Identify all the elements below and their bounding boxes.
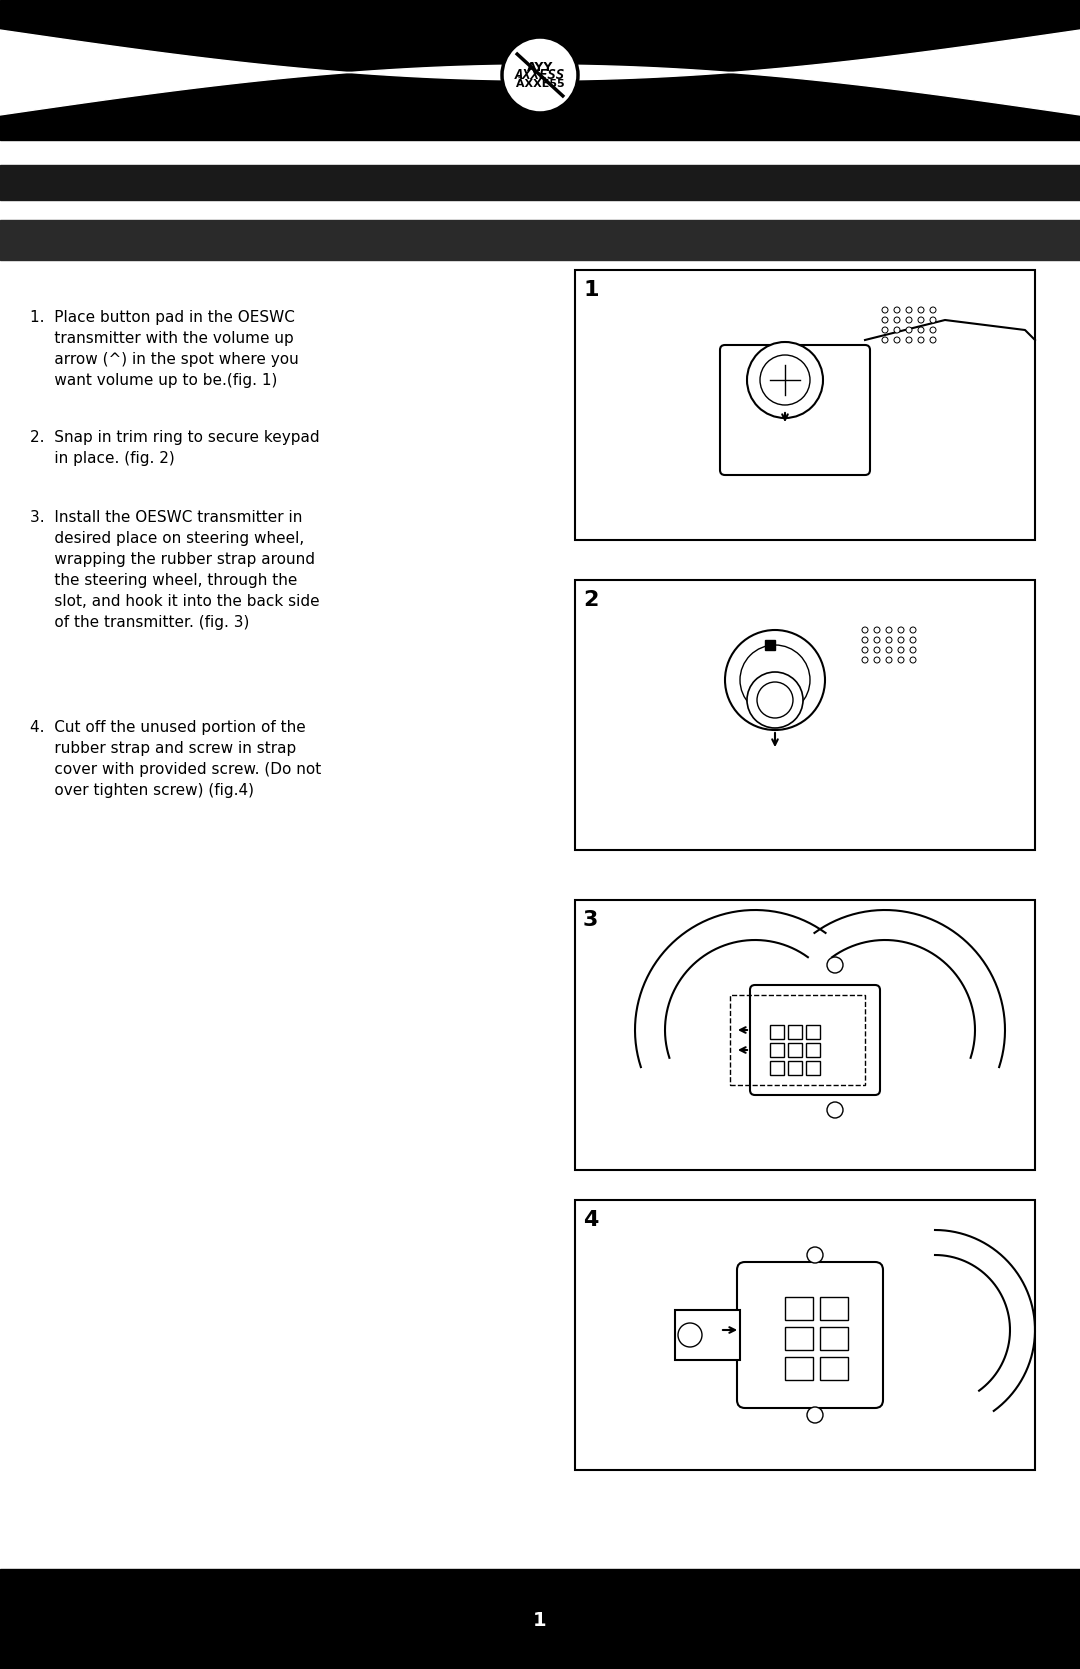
Text: 3: 3 xyxy=(583,910,598,930)
Bar xyxy=(806,1061,820,1075)
Bar xyxy=(770,1025,784,1040)
Bar xyxy=(806,1025,820,1040)
Bar xyxy=(806,1043,820,1056)
Circle shape xyxy=(910,648,916,653)
Bar xyxy=(765,639,775,649)
Text: ÄXXE55: ÄXXE55 xyxy=(515,78,565,88)
Bar xyxy=(0,165,1080,200)
Circle shape xyxy=(862,648,868,653)
Circle shape xyxy=(906,337,912,344)
FancyBboxPatch shape xyxy=(737,1262,883,1409)
Bar xyxy=(575,270,1035,541)
Circle shape xyxy=(862,638,868,643)
Text: AXXESS: AXXESS xyxy=(515,68,565,82)
Bar xyxy=(785,1297,813,1320)
Circle shape xyxy=(930,337,936,344)
Circle shape xyxy=(906,317,912,324)
Circle shape xyxy=(930,307,936,314)
Circle shape xyxy=(886,658,892,663)
Circle shape xyxy=(886,628,892,633)
Bar xyxy=(730,995,865,1085)
Circle shape xyxy=(502,37,578,113)
Bar xyxy=(0,1569,1080,1669)
Circle shape xyxy=(740,644,810,714)
Circle shape xyxy=(918,307,924,314)
Text: Mounting The RFASWC Transmitter: Mounting The RFASWC Transmitter xyxy=(30,275,415,294)
Bar xyxy=(575,900,1035,1170)
Circle shape xyxy=(725,629,825,729)
Circle shape xyxy=(897,658,904,663)
Text: 2: 2 xyxy=(583,591,598,609)
Circle shape xyxy=(827,956,843,973)
Circle shape xyxy=(882,337,888,344)
Text: 4.  Cut off the unused portion of the
     rubber strap and screw in strap
     : 4. Cut off the unused portion of the rub… xyxy=(30,719,321,798)
Bar xyxy=(788,1025,802,1040)
Circle shape xyxy=(918,337,924,344)
Bar xyxy=(675,1310,740,1360)
Bar xyxy=(785,1327,813,1350)
Circle shape xyxy=(897,638,904,643)
Circle shape xyxy=(760,355,810,406)
Circle shape xyxy=(807,1407,823,1424)
Text: 4: 4 xyxy=(583,1210,598,1230)
Circle shape xyxy=(882,307,888,314)
Circle shape xyxy=(874,658,880,663)
Polygon shape xyxy=(0,30,1080,115)
Bar xyxy=(770,1061,784,1075)
Text: 1.  Place button pad in the OESWC
     transmitter with the volume up
     arrow: 1. Place button pad in the OESWC transmi… xyxy=(30,310,299,387)
Circle shape xyxy=(906,327,912,334)
Bar xyxy=(785,1357,813,1380)
FancyBboxPatch shape xyxy=(750,985,880,1095)
Circle shape xyxy=(897,648,904,653)
Circle shape xyxy=(882,317,888,324)
Circle shape xyxy=(918,317,924,324)
FancyBboxPatch shape xyxy=(720,345,870,476)
Circle shape xyxy=(678,1324,702,1347)
Bar xyxy=(820,1327,848,1350)
Circle shape xyxy=(747,342,823,417)
Circle shape xyxy=(862,658,868,663)
Text: 3.  Install the OESWC transmitter in
     desired place on steering wheel,
     : 3. Install the OESWC transmitter in desi… xyxy=(30,511,320,629)
Circle shape xyxy=(874,648,880,653)
Text: 1: 1 xyxy=(583,280,598,300)
Circle shape xyxy=(757,683,793,718)
Bar xyxy=(575,1200,1035,1470)
Circle shape xyxy=(894,337,900,344)
Circle shape xyxy=(910,628,916,633)
Circle shape xyxy=(882,327,888,334)
Circle shape xyxy=(910,658,916,663)
Bar xyxy=(820,1357,848,1380)
Circle shape xyxy=(894,307,900,314)
Bar xyxy=(0,220,1080,260)
Circle shape xyxy=(862,628,868,633)
Circle shape xyxy=(897,628,904,633)
Circle shape xyxy=(930,327,936,334)
Circle shape xyxy=(886,648,892,653)
Circle shape xyxy=(874,638,880,643)
Circle shape xyxy=(910,638,916,643)
Circle shape xyxy=(930,317,936,324)
Text: 1: 1 xyxy=(534,1611,546,1629)
Bar xyxy=(788,1061,802,1075)
Circle shape xyxy=(906,307,912,314)
Circle shape xyxy=(827,1102,843,1118)
Circle shape xyxy=(807,1247,823,1263)
Text: 2.  Snap in trim ring to secure keypad
     in place. (fig. 2): 2. Snap in trim ring to secure keypad in… xyxy=(30,431,320,466)
Text: AYY: AYY xyxy=(527,62,553,75)
Bar xyxy=(575,581,1035,850)
Bar xyxy=(0,0,1080,140)
Circle shape xyxy=(894,317,900,324)
Circle shape xyxy=(918,327,924,334)
Circle shape xyxy=(894,327,900,334)
Circle shape xyxy=(747,673,804,728)
Circle shape xyxy=(874,628,880,633)
Bar xyxy=(788,1043,802,1056)
Bar xyxy=(820,1297,848,1320)
Circle shape xyxy=(886,638,892,643)
Bar xyxy=(770,1043,784,1056)
